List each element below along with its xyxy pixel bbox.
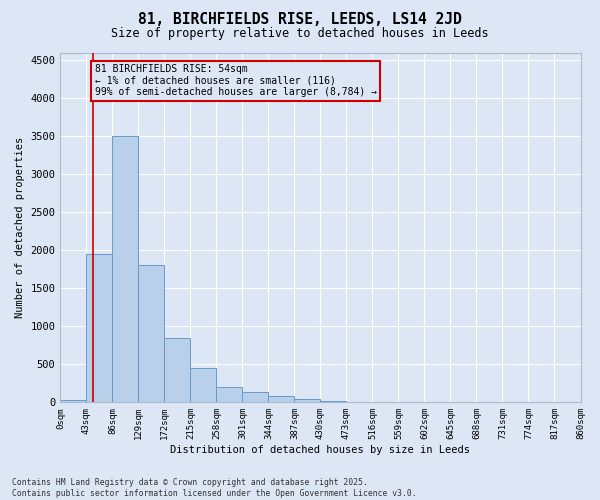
Bar	[295, 398, 320, 402]
Bar	[164, 338, 190, 402]
Bar	[268, 396, 295, 402]
Text: Size of property relative to detached houses in Leeds: Size of property relative to detached ho…	[111, 28, 489, 40]
Y-axis label: Number of detached properties: Number of detached properties	[15, 137, 25, 318]
Bar	[217, 387, 242, 402]
X-axis label: Distribution of detached houses by size in Leeds: Distribution of detached houses by size …	[170, 445, 470, 455]
Bar	[242, 392, 268, 402]
Text: 81 BIRCHFIELDS RISE: 54sqm
← 1% of detached houses are smaller (116)
99% of semi: 81 BIRCHFIELDS RISE: 54sqm ← 1% of detac…	[95, 64, 377, 97]
Bar	[112, 136, 139, 402]
Bar	[61, 400, 86, 402]
Bar	[320, 401, 346, 402]
Text: Contains HM Land Registry data © Crown copyright and database right 2025.
Contai: Contains HM Land Registry data © Crown c…	[12, 478, 416, 498]
Bar	[86, 254, 112, 402]
Bar	[139, 266, 164, 402]
Text: 81, BIRCHFIELDS RISE, LEEDS, LS14 2JD: 81, BIRCHFIELDS RISE, LEEDS, LS14 2JD	[138, 12, 462, 28]
Bar	[190, 368, 217, 402]
